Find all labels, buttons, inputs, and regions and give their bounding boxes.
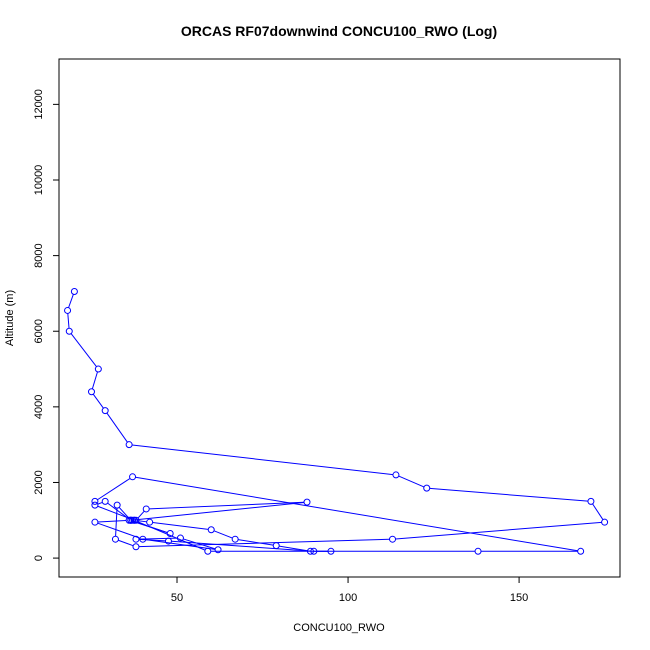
series-segment [136, 520, 206, 551]
series-segment [213, 530, 233, 539]
data-point [101, 497, 109, 505]
data-point [87, 388, 95, 396]
data-point [65, 327, 73, 335]
series-segment [118, 507, 130, 519]
data-point [94, 365, 102, 373]
plot-frame [58, 58, 621, 578]
series-segment [91, 371, 98, 390]
data-point [587, 497, 595, 505]
data-point [306, 547, 314, 555]
data-point [64, 306, 72, 314]
data-point [207, 526, 215, 534]
y-axis-label: Altitude (m) [4, 290, 16, 346]
chart-title: ORCAS RF07downwind CONCU100_RWO (Log) [181, 23, 497, 39]
series-segment [92, 393, 104, 409]
data-point [204, 547, 212, 555]
x-axis-label: CONCU100_RWO [293, 622, 385, 634]
data-point [132, 535, 140, 543]
series-segment [138, 538, 390, 548]
data-point [91, 518, 99, 526]
data-point [127, 516, 135, 524]
series-segment [183, 538, 216, 550]
data-point [303, 498, 311, 506]
series-segment [97, 505, 132, 520]
y-tick-label: 10000 [33, 165, 45, 196]
data-point [113, 501, 121, 509]
series-segment [132, 444, 394, 476]
data-point [132, 543, 140, 551]
series-segment [97, 519, 127, 523]
data-point [130, 516, 138, 524]
data-point [601, 518, 609, 526]
y-tick-label: 8000 [33, 243, 45, 267]
data-point [327, 547, 335, 555]
x-tick-label: 50 [171, 592, 183, 604]
series-segment [238, 539, 274, 546]
x-axis: 50 100 150 [171, 577, 528, 604]
data-point [577, 547, 585, 555]
series-segment [97, 478, 131, 501]
x-tick-label: 150 [510, 592, 528, 604]
series-segment [106, 412, 128, 443]
data-point [70, 288, 78, 296]
series-segment [149, 501, 305, 510]
data-point [166, 530, 174, 538]
y-tick-label: 12000 [33, 89, 45, 120]
data-point [231, 535, 239, 543]
data-point [129, 473, 137, 481]
data-point [272, 542, 280, 550]
y-tick-label: 2000 [33, 470, 45, 494]
data-point [214, 546, 222, 554]
series-segment [133, 501, 305, 521]
series-segment [118, 539, 134, 547]
series-segment [68, 294, 74, 308]
data-point [91, 497, 99, 505]
series-segment [115, 508, 118, 537]
series-segment [107, 502, 129, 519]
data-point [423, 484, 431, 492]
series-line [67, 294, 604, 552]
data-point [474, 547, 482, 555]
series-segment [145, 539, 216, 550]
y-tick-label: 6000 [33, 319, 45, 343]
data-point [389, 535, 397, 543]
data-point [146, 518, 154, 526]
series-segment [152, 522, 209, 530]
data-point [111, 535, 119, 543]
data-point [139, 535, 147, 543]
data-point [164, 537, 172, 545]
data-point [176, 534, 184, 542]
series-segment [67, 313, 70, 329]
data-point [392, 471, 400, 479]
data-point [310, 547, 318, 555]
series-points [64, 288, 609, 555]
data-point [142, 505, 150, 513]
y-tick-label: 0 [33, 555, 45, 561]
data-point [91, 501, 99, 509]
series-segment [97, 501, 103, 505]
series-segment [138, 537, 178, 540]
series-segment [395, 521, 602, 540]
series-segment [398, 475, 425, 488]
series-segment [429, 487, 588, 502]
data-point [101, 407, 109, 415]
series-segment [137, 510, 145, 519]
y-tick-label: 4000 [33, 395, 45, 419]
series-segment [97, 522, 141, 539]
series-segment [135, 476, 578, 552]
series-segment [70, 333, 97, 367]
data-point [125, 441, 133, 449]
y-axis: 0 2000 4000 6000 8000 10000 12000 [33, 89, 59, 561]
x-tick-label: 100 [339, 592, 357, 604]
series-segment [592, 503, 604, 520]
